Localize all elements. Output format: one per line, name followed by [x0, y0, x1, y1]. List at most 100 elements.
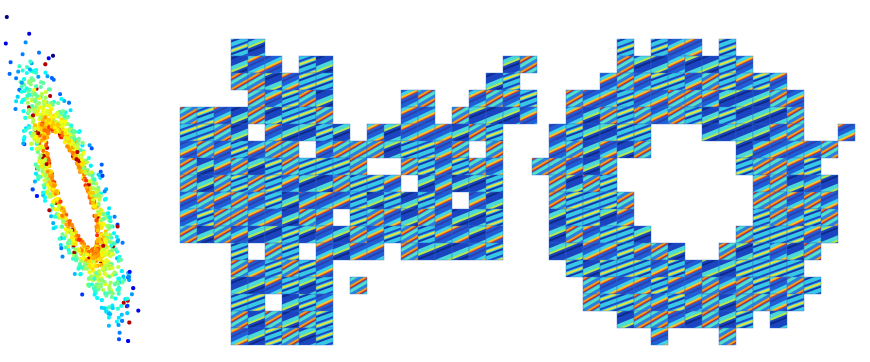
tile — [719, 124, 736, 141]
point — [16, 70, 20, 74]
tile — [248, 141, 265, 158]
tile — [333, 158, 350, 175]
tile — [265, 141, 282, 158]
point — [51, 221, 55, 225]
tile — [583, 294, 600, 311]
point — [92, 177, 96, 181]
point — [44, 71, 48, 75]
point — [36, 165, 40, 169]
point — [97, 269, 101, 273]
tile — [333, 175, 350, 192]
point — [40, 164, 44, 168]
tile — [180, 209, 197, 226]
point — [90, 282, 94, 286]
tile — [282, 124, 299, 141]
tile — [566, 141, 583, 158]
point — [41, 191, 45, 195]
tile — [282, 90, 299, 107]
tile — [600, 277, 617, 294]
tile — [770, 158, 787, 175]
tile — [600, 243, 617, 260]
point — [36, 177, 40, 181]
point — [34, 172, 38, 176]
point — [40, 92, 44, 96]
point — [121, 280, 125, 284]
point — [43, 128, 47, 132]
tile — [384, 226, 401, 243]
point — [47, 208, 51, 212]
point — [96, 194, 100, 198]
tile — [651, 243, 668, 260]
tile — [452, 107, 469, 124]
tile — [248, 56, 265, 73]
point — [67, 251, 71, 255]
point — [44, 90, 48, 94]
tile — [685, 294, 702, 311]
tile — [469, 90, 486, 107]
point — [90, 256, 94, 260]
point — [63, 120, 67, 124]
point — [28, 67, 32, 71]
tile — [804, 141, 821, 158]
tile — [299, 175, 316, 192]
tile — [719, 277, 736, 294]
point — [94, 264, 98, 268]
tile — [787, 294, 804, 311]
tile — [333, 124, 350, 141]
point — [126, 339, 130, 343]
point — [92, 286, 96, 290]
point — [104, 197, 108, 201]
tile — [566, 226, 583, 243]
tile — [180, 226, 197, 243]
point — [119, 258, 123, 262]
tile — [452, 175, 469, 192]
tile — [753, 192, 770, 209]
point — [36, 150, 40, 154]
tile — [719, 294, 736, 311]
point — [20, 81, 24, 85]
tile — [248, 90, 265, 107]
tile — [350, 226, 367, 243]
tile — [503, 56, 520, 73]
tile — [265, 311, 282, 328]
point — [104, 240, 108, 244]
tile — [248, 328, 265, 345]
point — [31, 113, 35, 117]
tile — [753, 226, 770, 243]
point — [47, 87, 51, 91]
tile-mosaic — [532, 39, 855, 345]
tile — [469, 209, 486, 226]
point — [23, 116, 27, 120]
tile — [316, 311, 333, 328]
tile — [418, 192, 435, 209]
tile — [651, 73, 668, 90]
tile — [452, 124, 469, 141]
tile — [804, 158, 821, 175]
tile — [469, 226, 486, 243]
point — [80, 158, 84, 162]
tile — [617, 124, 634, 141]
point — [24, 40, 28, 44]
tile — [634, 56, 651, 73]
tile — [583, 277, 600, 294]
point — [116, 225, 120, 229]
point — [67, 101, 71, 105]
point — [47, 118, 51, 122]
tile — [248, 192, 265, 209]
point — [51, 54, 55, 58]
tile — [333, 192, 350, 209]
tile — [265, 107, 282, 124]
tile — [265, 192, 282, 209]
point — [91, 186, 95, 190]
point — [37, 51, 41, 55]
tile — [486, 209, 503, 226]
tile — [418, 141, 435, 158]
point — [58, 237, 62, 241]
tile — [248, 311, 265, 328]
point — [74, 255, 78, 259]
tile — [299, 209, 316, 226]
point — [115, 320, 119, 324]
tile — [299, 158, 316, 175]
point — [43, 100, 47, 104]
point — [21, 142, 25, 146]
